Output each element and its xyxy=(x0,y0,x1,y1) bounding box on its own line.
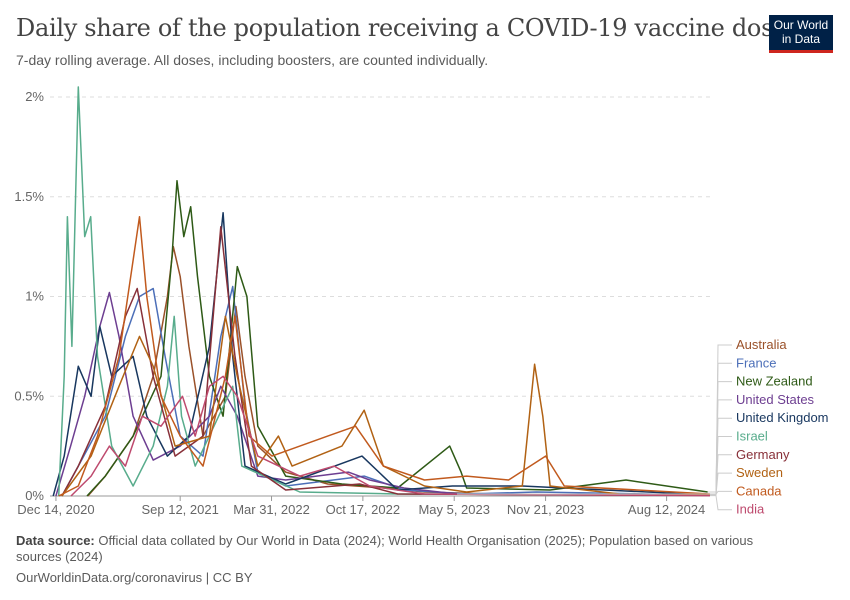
series-line-india xyxy=(70,375,711,497)
x-tick-label: Dec 14, 2020 xyxy=(17,502,94,517)
legend-connector xyxy=(710,454,732,496)
series-line-france xyxy=(61,285,711,497)
series-line-united-kingdom xyxy=(52,211,711,497)
legend-label-united-kingdom: United Kingdom xyxy=(736,410,829,425)
legend-connector xyxy=(710,495,732,511)
legend-label-united-states: United States xyxy=(736,392,815,407)
chart-title: Daily share of the population receiving … xyxy=(16,14,788,42)
y-tick-label: 1.5% xyxy=(14,189,44,204)
x-tick-label: May 5, 2023 xyxy=(418,502,490,517)
legend-connector xyxy=(710,472,732,496)
y-tick-label: 0% xyxy=(25,488,44,503)
legend-label-india: India xyxy=(736,502,765,517)
legend-connector xyxy=(710,436,732,496)
data-source: Data source: Official data collated by O… xyxy=(16,533,796,565)
legend-connector xyxy=(710,362,732,496)
legend-label-france: France xyxy=(736,355,776,370)
series-line-australia xyxy=(87,245,711,497)
legend-label-new-zealand: New Zealand xyxy=(736,374,813,389)
y-tick-label: 1% xyxy=(25,289,44,304)
owid-logo[interactable]: Our World in Data xyxy=(769,15,833,53)
x-tick-label: Mar 31, 2022 xyxy=(233,502,310,517)
y-tick-label: 0.5% xyxy=(14,388,44,403)
legend-connector xyxy=(710,417,732,496)
source-text: Official data collated by Our World in D… xyxy=(16,533,754,564)
logo-line-1: Our World xyxy=(773,18,829,32)
legend-label-israel: Israel xyxy=(736,429,768,444)
series-line-germany xyxy=(61,225,711,497)
legend-connector xyxy=(457,399,732,495)
series-line-sweden xyxy=(61,315,711,497)
x-tick-label: Sep 12, 2021 xyxy=(141,502,218,517)
legend-label-canada: Canada xyxy=(736,483,782,498)
line-chart: 0% 0.5% 1% 1.5% 2% Dec 14, 2020 Sep 12, 2021 Ma… xyxy=(14,86,829,517)
y-tick-label: 2% xyxy=(25,89,44,104)
legend-connector xyxy=(710,344,732,496)
legend-label-germany: Germany xyxy=(736,447,790,462)
x-tick-label: Oct 17, 2022 xyxy=(326,502,400,517)
x-tick-label: Aug 12, 2024 xyxy=(628,502,705,517)
series-line-new-zealand xyxy=(86,180,708,497)
legend-connector xyxy=(710,490,732,495)
credits[interactable]: OurWorldinData.org/coronavirus | CC BY xyxy=(16,570,253,585)
series-line-canada xyxy=(58,215,711,497)
logo-line-2: in Data xyxy=(781,32,821,46)
series-line-israel xyxy=(57,86,711,497)
legend-label-australia: Australia xyxy=(736,337,787,352)
source-label: Data source: xyxy=(16,533,95,548)
x-tick-label: Nov 21, 2023 xyxy=(507,502,584,517)
legend-label-sweden: Sweden xyxy=(736,465,783,480)
chart-subtitle: 7-day rolling average. All doses, includ… xyxy=(16,52,489,68)
